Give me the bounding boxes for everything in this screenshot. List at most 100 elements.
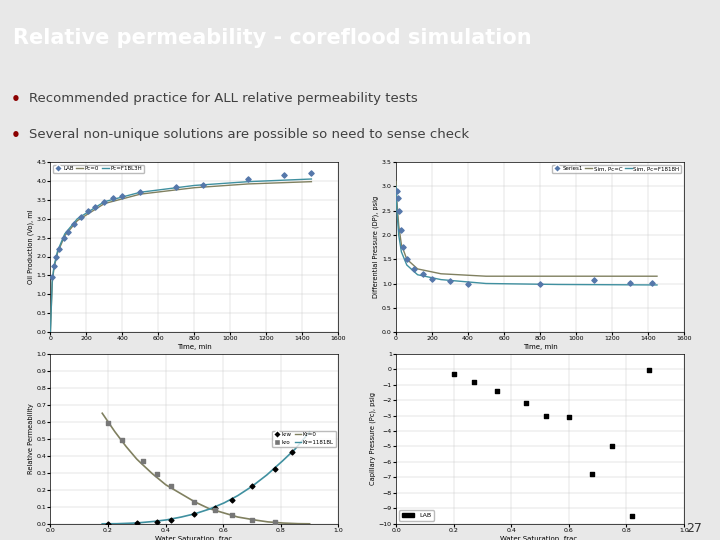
Series1 <box>401 255 413 264</box>
Sim, Pc=F1818H <box>554 281 562 288</box>
Series1 <box>462 279 474 288</box>
Series1 <box>391 187 402 195</box>
Pc=0 <box>50 265 58 271</box>
Point <box>586 470 598 478</box>
Pc=0 <box>100 200 109 207</box>
Pc=0 <box>73 218 82 224</box>
kro <box>269 518 281 526</box>
krw <box>209 504 220 513</box>
Text: Several non-unique solutions are possible so need to sense check: Several non-unique solutions are possibl… <box>29 127 469 141</box>
Pc=F1BL3H <box>190 182 199 188</box>
Sim, Pc=C <box>402 256 411 262</box>
Point <box>540 412 552 421</box>
Sim, Pc=C <box>554 273 562 280</box>
Text: •: • <box>11 92 21 107</box>
Pc=F1BL3H <box>136 189 145 195</box>
Text: •: • <box>11 127 21 143</box>
Pc=0 <box>60 232 69 239</box>
Line: Sim, Pc=C: Sim, Pc=C <box>396 181 657 276</box>
LAB <box>243 174 254 183</box>
kro <box>226 511 238 519</box>
krw <box>269 465 281 474</box>
kro <box>151 470 163 479</box>
LAB <box>305 169 317 178</box>
Series1 <box>408 265 420 273</box>
krw <box>226 496 238 504</box>
krw <box>189 510 200 519</box>
Sim, Pc=C <box>653 273 662 280</box>
LAB <box>68 220 80 229</box>
krw <box>287 448 298 457</box>
Sim, Pc=F1818H <box>392 207 401 214</box>
Sim, Pc=F1818H <box>402 262 411 268</box>
X-axis label: Water Saturation, frac.: Water Saturation, frac. <box>155 536 234 540</box>
Sim, Pc=F1818H <box>395 232 403 238</box>
Pc=0 <box>307 178 315 185</box>
Legend: Series1, Sim, Pc=C, Sim, Pc=F1818H: Series1, Sim, Pc=C, Sim, Pc=F1818H <box>552 165 681 173</box>
Series1 <box>392 194 404 203</box>
Y-axis label: Capillary Pressure (Pc), psig: Capillary Pressure (Pc), psig <box>369 392 376 485</box>
LAB <box>46 273 58 282</box>
Pc=F1BL3H <box>60 231 69 237</box>
Series1 <box>397 243 409 252</box>
Series1 <box>426 274 438 283</box>
kro <box>117 436 128 445</box>
Text: 27: 27 <box>686 522 702 535</box>
Sim, Pc=C <box>395 222 403 228</box>
Sim, Pc=F1818H <box>653 282 662 288</box>
LAB <box>279 171 290 179</box>
LAB <box>171 182 182 191</box>
Series1 <box>588 275 600 284</box>
Pc=F1BL3H <box>53 247 62 254</box>
Pc=F1BL3H <box>48 278 57 284</box>
LAB <box>89 203 101 212</box>
Point <box>520 399 531 408</box>
Pc=F1BL3H <box>46 329 55 335</box>
Sim, Pc=F1818H <box>392 183 400 190</box>
Point <box>626 512 638 521</box>
LAB <box>197 180 210 189</box>
LAB <box>63 228 74 237</box>
Sim, Pc=C <box>413 266 422 272</box>
LAB <box>76 212 86 221</box>
Pc=0 <box>48 280 57 286</box>
LAB <box>117 192 128 200</box>
Point <box>606 442 618 451</box>
Point <box>563 413 575 421</box>
Sim, Pc=F1818H <box>437 276 446 283</box>
Line: Pc=0: Pc=0 <box>50 181 311 332</box>
Pc=F1BL3H <box>100 198 109 205</box>
krw <box>131 519 143 528</box>
krw <box>246 482 258 491</box>
Pc=0 <box>190 185 199 191</box>
Series1 <box>444 277 456 286</box>
Series1 <box>534 280 546 289</box>
Pc=F1BL3H <box>50 263 58 269</box>
Pc=0 <box>244 181 253 187</box>
X-axis label: Water Saturation, frac.: Water Saturation, frac. <box>500 536 580 540</box>
X-axis label: Time, min: Time, min <box>177 344 212 350</box>
Pc=F1BL3H <box>244 178 253 185</box>
kro <box>137 456 148 465</box>
Line: Pc=F1BL3H: Pc=F1BL3H <box>50 179 311 332</box>
krw <box>151 518 163 526</box>
LAB <box>108 194 120 202</box>
kro <box>246 515 258 524</box>
krw <box>102 519 114 528</box>
LAB <box>48 262 60 271</box>
Point <box>468 378 480 387</box>
LAB <box>99 197 110 206</box>
LAB <box>50 252 62 261</box>
Pc=0 <box>53 249 62 256</box>
Sim, Pc=C <box>437 271 446 277</box>
Series1 <box>395 226 406 234</box>
X-axis label: Time, min: Time, min <box>523 344 557 350</box>
Pc=F1BL3H <box>73 215 82 222</box>
Text: Recommended practice for ALL relative permeability tests: Recommended practice for ALL relative pe… <box>29 92 418 105</box>
Sim, Pc=F1818H <box>482 280 490 287</box>
kro <box>189 497 200 506</box>
Legend: LAB, Pc=0, Pc=F1BL3H: LAB, Pc=0, Pc=F1BL3H <box>53 165 144 173</box>
Text: Relative permeability - coreflood simulation: Relative permeability - coreflood simula… <box>13 28 531 48</box>
Legend: LAB: LAB <box>399 510 433 521</box>
Point <box>644 366 655 374</box>
